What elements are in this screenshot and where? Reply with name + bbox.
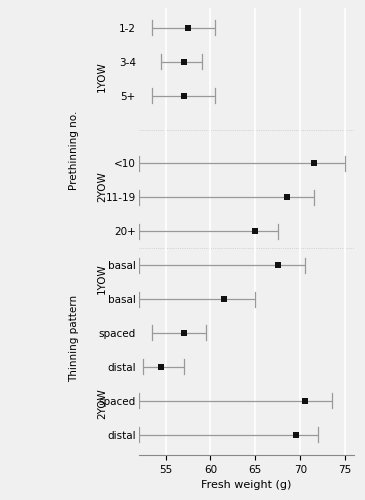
Text: 1YOW: 1YOW (97, 62, 107, 92)
X-axis label: Fresh weight (g): Fresh weight (g) (201, 480, 292, 490)
Text: 2YOW: 2YOW (97, 388, 107, 419)
Text: 1YOW: 1YOW (97, 263, 107, 294)
Text: 2YOW: 2YOW (97, 171, 107, 202)
Text: Prethinning no.: Prethinning no. (69, 111, 79, 190)
Text: Thinning pattern: Thinning pattern (69, 295, 79, 382)
